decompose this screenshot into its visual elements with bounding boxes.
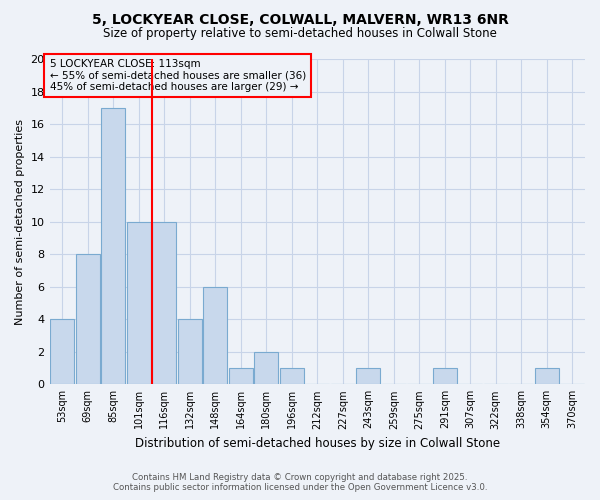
Bar xyxy=(280,368,304,384)
Bar xyxy=(76,254,100,384)
Bar xyxy=(127,222,151,384)
X-axis label: Distribution of semi-detached houses by size in Colwall Stone: Distribution of semi-detached houses by … xyxy=(135,437,500,450)
Bar xyxy=(254,352,278,384)
Bar xyxy=(152,222,176,384)
Bar xyxy=(229,368,253,384)
Text: 5 LOCKYEAR CLOSE: 113sqm
← 55% of semi-detached houses are smaller (36)
45% of s: 5 LOCKYEAR CLOSE: 113sqm ← 55% of semi-d… xyxy=(50,59,306,92)
Text: Size of property relative to semi-detached houses in Colwall Stone: Size of property relative to semi-detach… xyxy=(103,28,497,40)
Bar xyxy=(433,368,457,384)
Text: 5, LOCKYEAR CLOSE, COLWALL, MALVERN, WR13 6NR: 5, LOCKYEAR CLOSE, COLWALL, MALVERN, WR1… xyxy=(92,12,508,26)
Bar xyxy=(356,368,380,384)
Bar xyxy=(535,368,559,384)
Text: Contains HM Land Registry data © Crown copyright and database right 2025.
Contai: Contains HM Land Registry data © Crown c… xyxy=(113,473,487,492)
Bar xyxy=(203,286,227,384)
Bar xyxy=(101,108,125,384)
Y-axis label: Number of semi-detached properties: Number of semi-detached properties xyxy=(15,118,25,324)
Bar xyxy=(178,319,202,384)
Bar xyxy=(50,319,74,384)
